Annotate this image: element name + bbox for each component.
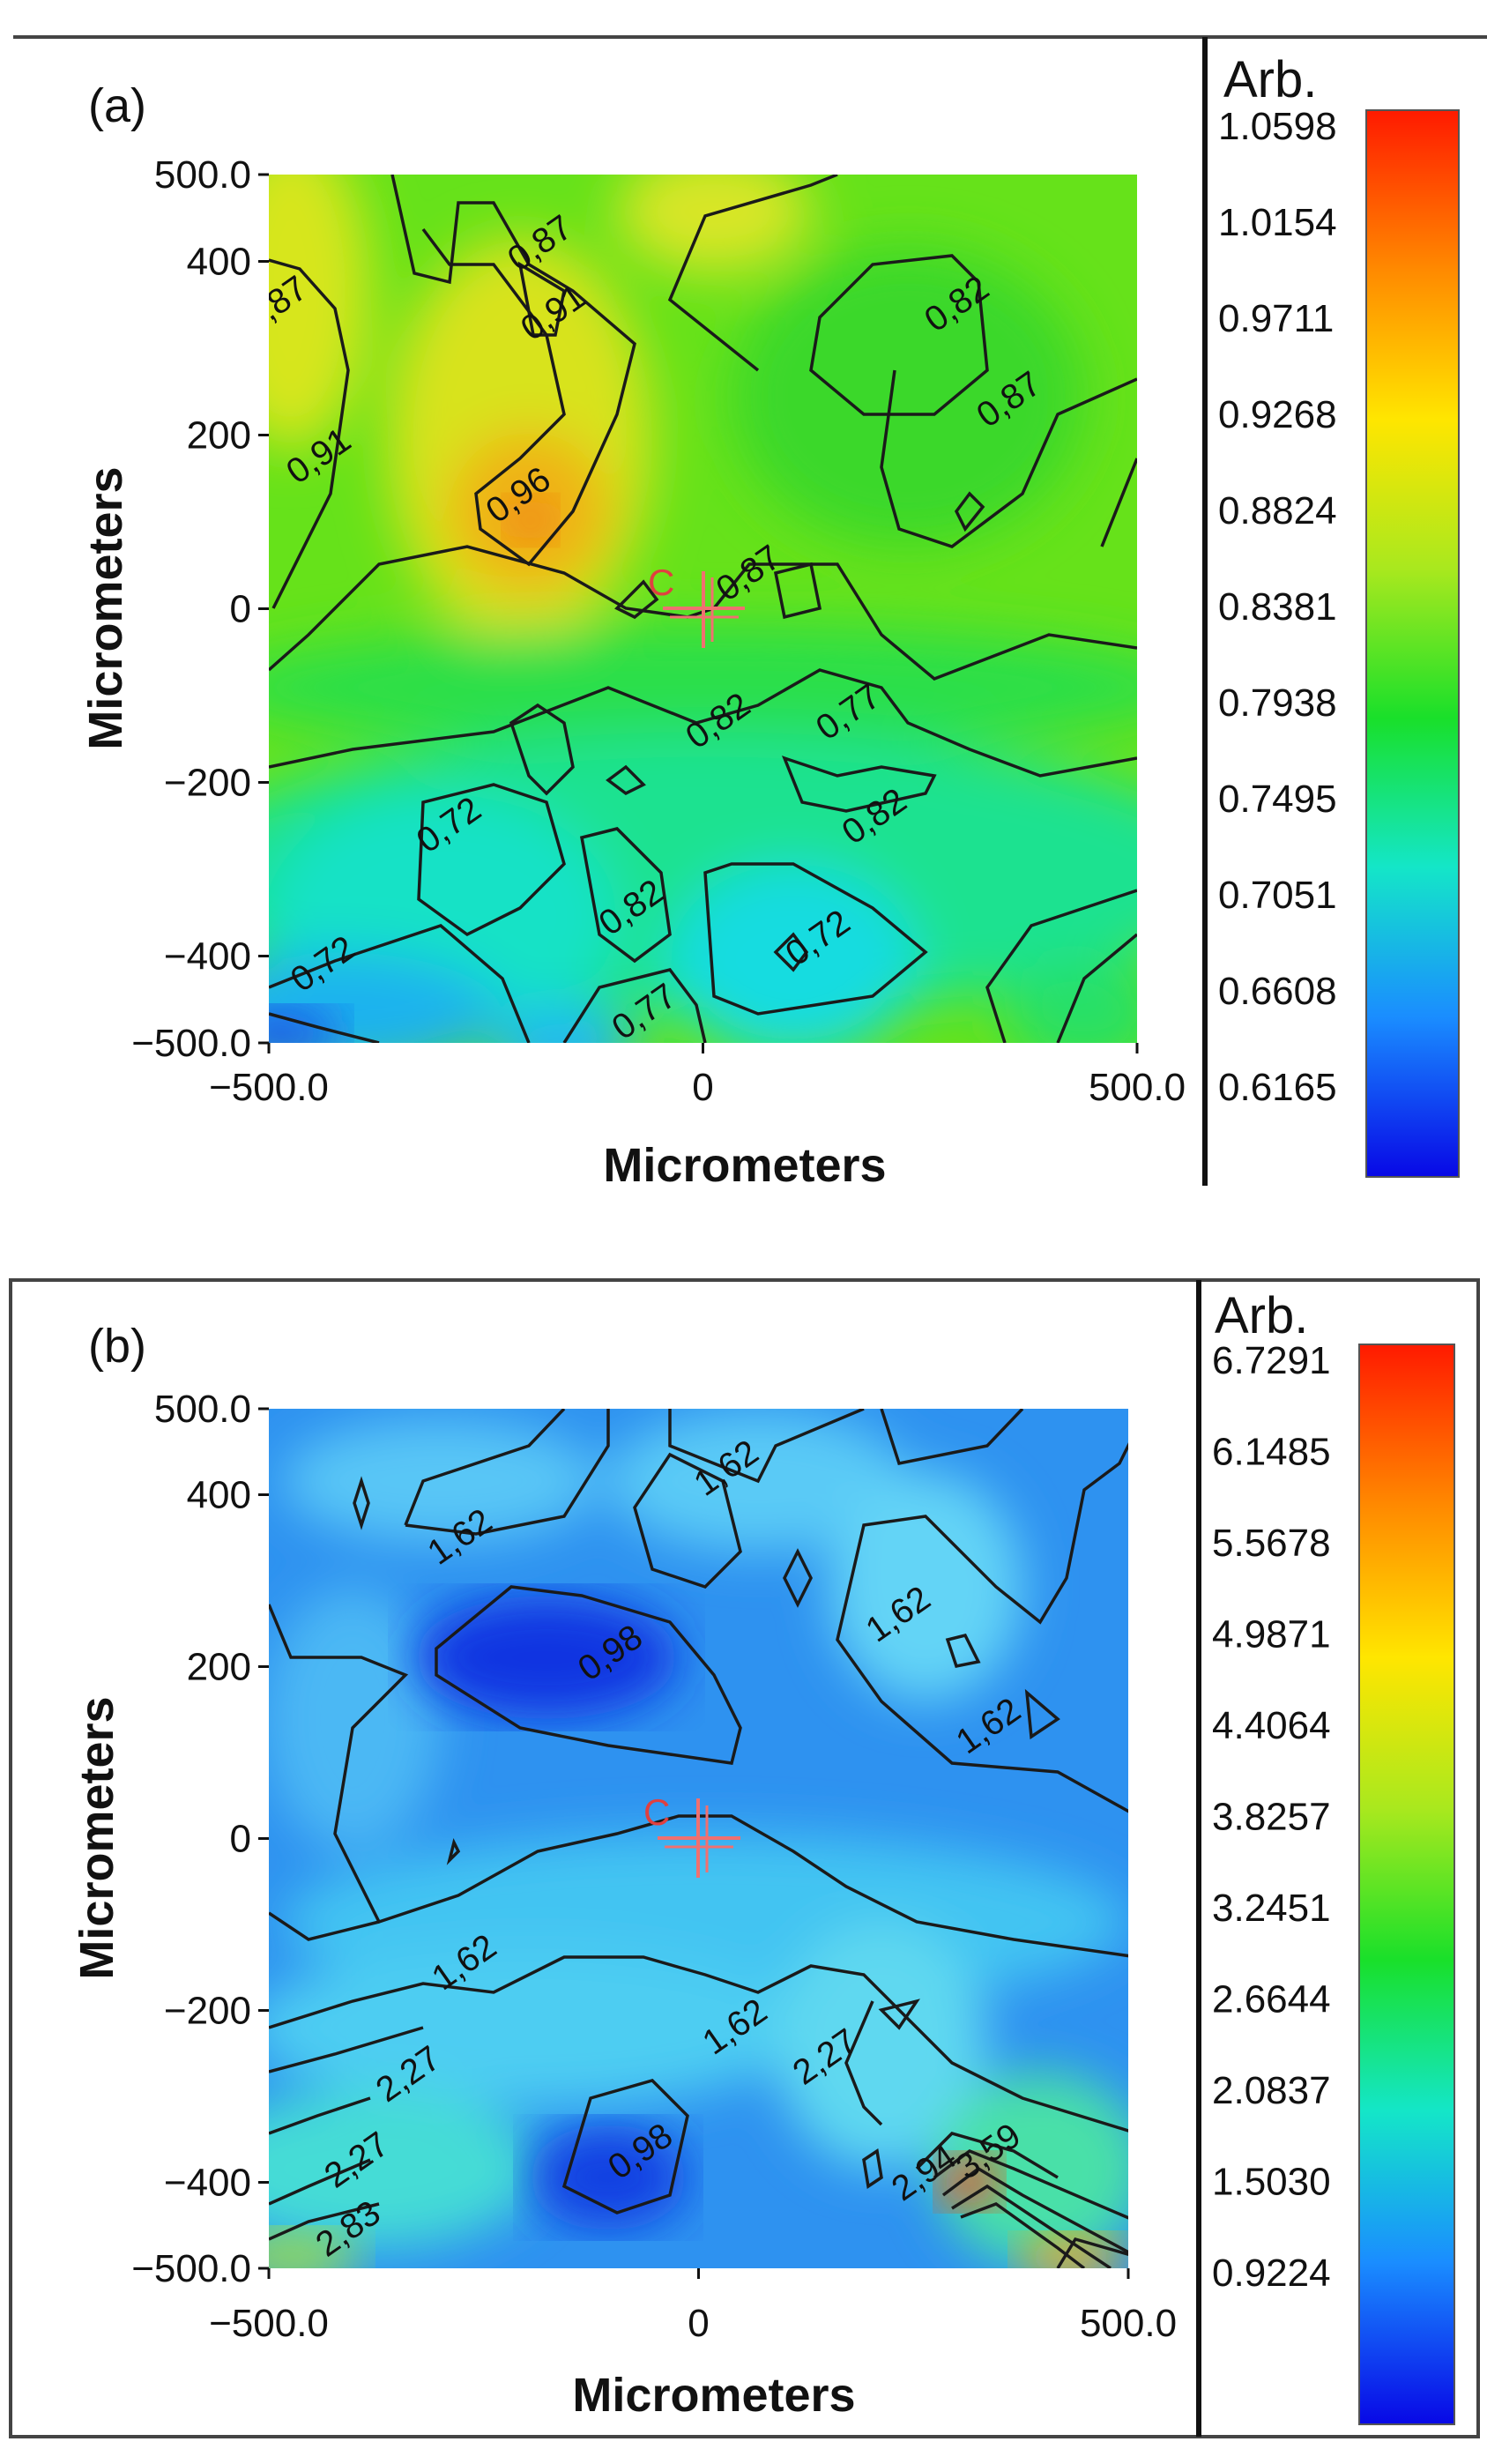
y-tick-label: −200 bbox=[164, 762, 251, 805]
y-tick-label: 200 bbox=[187, 414, 251, 458]
heatmap-field bbox=[269, 175, 1137, 1043]
colorbar-tick-label: 0.9224 bbox=[1212, 2252, 1331, 2295]
colorbar-tick-label: 0.6608 bbox=[1218, 970, 1337, 1013]
colorbar-tick-label: 1.5030 bbox=[1212, 2161, 1331, 2204]
lowspot-upper bbox=[414, 1596, 679, 1719]
x-axis-ticks: −500.0 0 500.0 bbox=[209, 2268, 1177, 2345]
y-tick-label: 0 bbox=[230, 588, 251, 631]
y-tick-label: −400 bbox=[164, 2162, 251, 2205]
x-tick-label: −500.0 bbox=[209, 1066, 329, 1109]
x-tick-label: 500.0 bbox=[1089, 1066, 1186, 1109]
center-marker: C bbox=[648, 562, 745, 648]
hotspot-corner-left bbox=[269, 2230, 361, 2268]
colorbar-tick-label: 0.7051 bbox=[1218, 874, 1337, 917]
x-axis-ticks: −500.0 0 500.0 bbox=[209, 1043, 1186, 1109]
colorbar-tick-label: 3.2451 bbox=[1212, 1887, 1331, 1930]
colorbar-tick-label: 1.0154 bbox=[1218, 201, 1337, 244]
y-axis-ticks: 500.0 400 200 0 −200 −400 −500.0 bbox=[131, 1388, 269, 2290]
colorbar-gradient-rect bbox=[1365, 109, 1460, 1178]
lowspot-corner bbox=[269, 1009, 342, 1043]
panel-label: (b) bbox=[88, 1320, 146, 1373]
y-tick-label: 400 bbox=[187, 1474, 251, 1517]
panel-label: (a) bbox=[88, 79, 146, 132]
y-tick-label: 500.0 bbox=[154, 153, 251, 197]
x-tick-label: 0 bbox=[692, 1066, 713, 1109]
x-tick-label: 0 bbox=[688, 2302, 709, 2345]
center-marker-label: C bbox=[648, 562, 674, 603]
y-tick-label: 200 bbox=[187, 1646, 251, 1689]
colorbar: Arb. 1.0598 1.0154 0.9711 0.9268 0.8824 0.838… bbox=[1218, 51, 1460, 1178]
x-axis-title: Micrometers bbox=[603, 1139, 886, 1192]
x-axis-title: Micrometers bbox=[572, 2369, 855, 2422]
colorbar-tick-label: 2.6644 bbox=[1212, 1978, 1331, 2021]
chart-panel-a: (a) bbox=[13, 35, 1487, 1192]
hotspot-peak bbox=[506, 497, 555, 543]
y-tick-label: 400 bbox=[187, 241, 251, 284]
frame-box bbox=[9, 1278, 1480, 2438]
colorbar-tick-label: 0.8381 bbox=[1218, 585, 1337, 629]
colorbar-tick-label: 0.7938 bbox=[1218, 681, 1337, 725]
y-axis-title: Micrometers bbox=[79, 466, 132, 749]
colorbar-tick-label: 1.0598 bbox=[1218, 105, 1337, 148]
colorbar-tick-label: 4.9871 bbox=[1212, 1613, 1331, 1656]
y-tick-label: −500.0 bbox=[131, 2247, 251, 2290]
chart-panel-b: (b) bbox=[9, 1278, 1480, 2438]
colorbar-tick-label: 2.0837 bbox=[1212, 2069, 1331, 2112]
colorbar: Arb. 6.7291 6.1485 5.5678 4.9871 4.4064 3.825… bbox=[1212, 1287, 1455, 2425]
heatmap-plot-area: 1,621,620,981,621,621,621,62 2,272,270,98… bbox=[269, 1409, 1128, 2268]
colorbar-tick-label: 3.8257 bbox=[1212, 1796, 1331, 1839]
y-tick-label: 0 bbox=[230, 1818, 251, 1861]
colorbar-gradient-rect bbox=[1358, 1344, 1455, 2425]
colorbar-tick-label: 6.1485 bbox=[1212, 1431, 1331, 1474]
colorbar-labels: 6.7291 6.1485 5.5678 4.9871 4.4064 3.8257 3.24… bbox=[1212, 1339, 1331, 2295]
x-tick-label: 500.0 bbox=[1080, 2302, 1177, 2345]
contour-lines bbox=[269, 175, 1137, 1043]
colorbar-title: Arb. bbox=[1215, 1287, 1308, 1344]
colorbar-tick-label: 4.4064 bbox=[1212, 1704, 1331, 1747]
colorbar-tick-label: 5.5678 bbox=[1212, 1522, 1331, 1565]
colorbar-tick-label: 6.7291 bbox=[1212, 1339, 1331, 1382]
x-tick-label: −500.0 bbox=[209, 2302, 329, 2345]
y-tick-label: 500.0 bbox=[154, 1388, 251, 1431]
colorbar-tick-label: 0.6165 bbox=[1218, 1066, 1337, 1109]
colorbar-title: Arb. bbox=[1223, 51, 1317, 108]
colorbar-tick-label: 0.7495 bbox=[1218, 778, 1337, 821]
center-marker: C bbox=[643, 1791, 740, 1878]
center-marker-label: C bbox=[643, 1791, 670, 1833]
y-axis-ticks: 500.0 400 200 0 −200 −400 −500.0 bbox=[131, 153, 269, 1065]
contour-lines bbox=[269, 1409, 1128, 2268]
y-axis-title: Micrometers bbox=[71, 1696, 123, 1979]
heatmap-plot-area: 0,870,870,910,910,960,820,870,870,82 0,77… bbox=[269, 175, 1137, 1043]
y-tick-label: −400 bbox=[164, 935, 251, 979]
colorbar-tick-label: 0.8824 bbox=[1218, 489, 1337, 532]
y-tick-label: −500.0 bbox=[131, 1022, 251, 1065]
colorbar-tick-label: 0.9711 bbox=[1218, 297, 1334, 340]
y-tick-label: −200 bbox=[164, 1990, 251, 2033]
colorbar-tick-label: 0.9268 bbox=[1218, 393, 1337, 436]
hotspot-corner-right bbox=[939, 2155, 1000, 2208]
colorbar-labels: 1.0598 1.0154 0.9711 0.9268 0.8824 0.8381 0.79… bbox=[1218, 105, 1337, 1109]
